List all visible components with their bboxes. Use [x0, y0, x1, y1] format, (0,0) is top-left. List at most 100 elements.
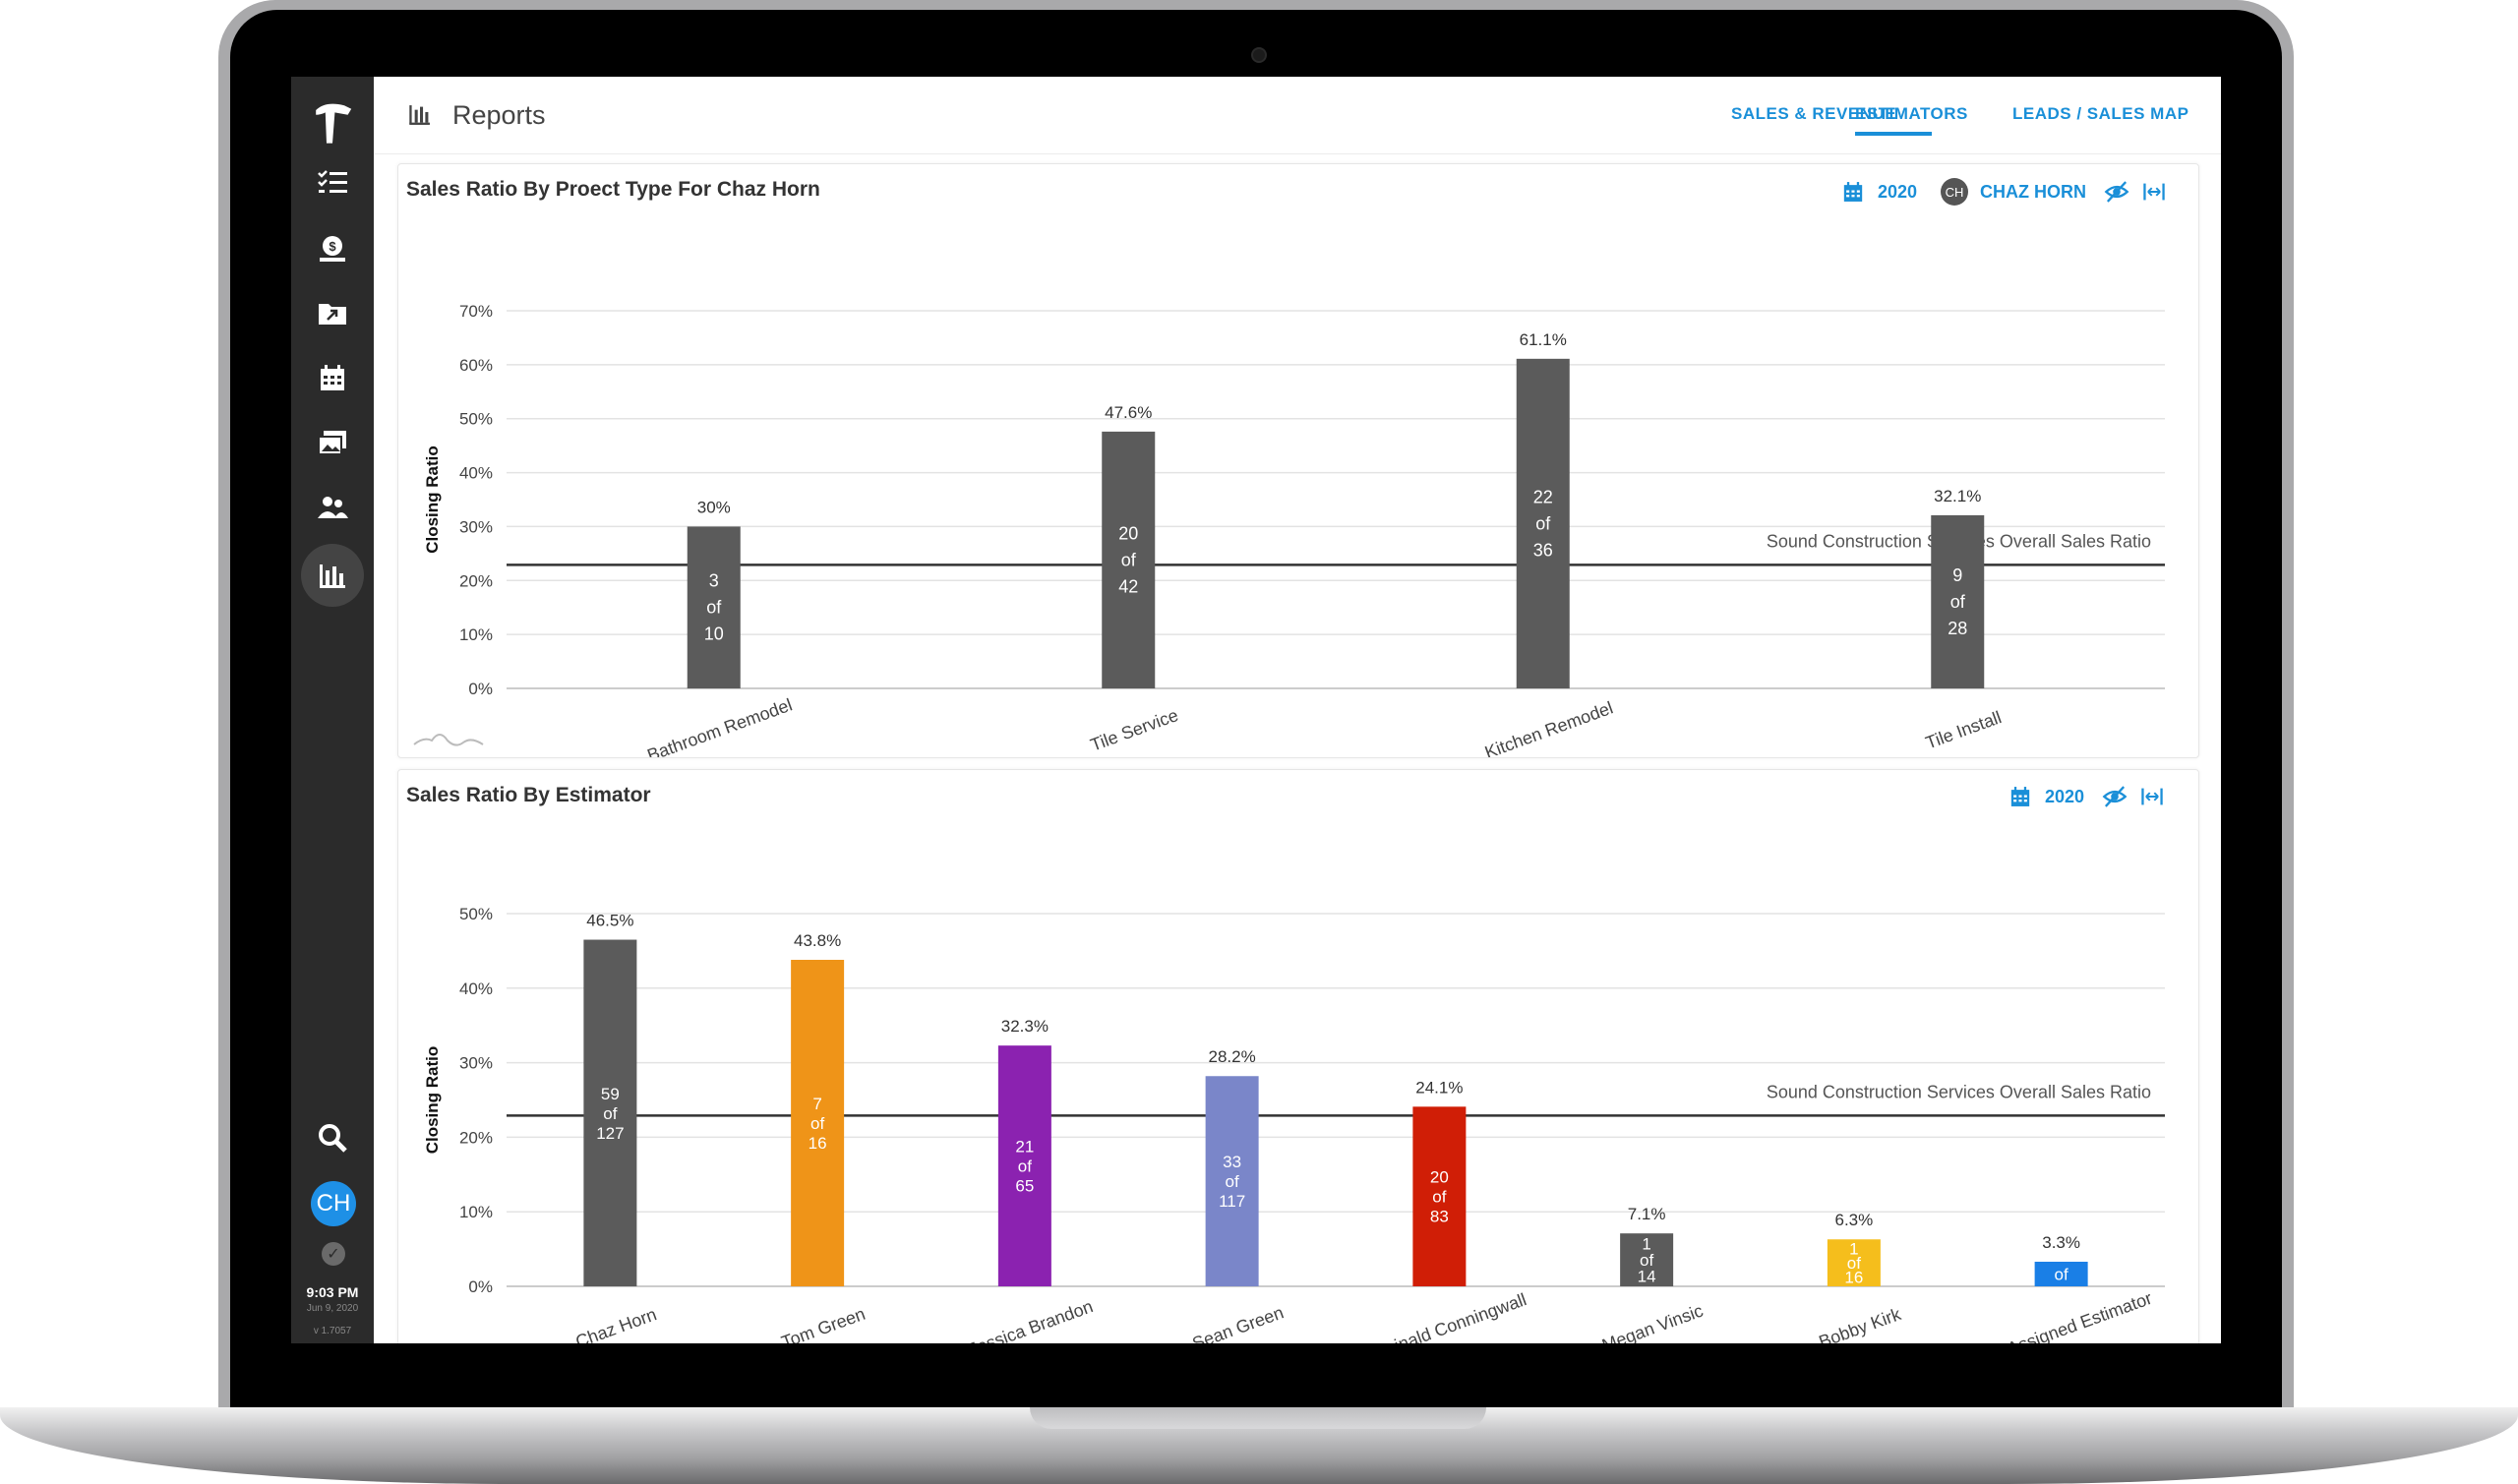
- x-tick-label: Reginald Conningwall: [1361, 1289, 1529, 1343]
- bar-value-label: 3.3%: [2042, 1233, 2080, 1252]
- bar-count-label: 59: [601, 1085, 620, 1103]
- hide-eye-icon[interactable]: [2104, 179, 2129, 205]
- bar-value-label: 61.1%: [1520, 330, 1567, 349]
- check-icon: ✓: [322, 1242, 345, 1266]
- y-tick-label: 10%: [459, 625, 493, 644]
- clock-date: Jun 9, 2020: [306, 1303, 359, 1314]
- bar-value-label: 32.3%: [1001, 1017, 1049, 1036]
- calendar-icon[interactable]: [291, 354, 374, 401]
- reference-line-label: Sound Construction Services Overall Sale…: [1767, 1082, 2151, 1101]
- bar-value-label: 24.1%: [1415, 1078, 1463, 1097]
- avatar[interactable]: CH: [311, 1181, 356, 1226]
- bar: [997, 1045, 1051, 1286]
- estimator-selector[interactable]: CHAZ HORN: [1980, 181, 2087, 202]
- bar-count-label: 7: [812, 1095, 821, 1113]
- bar-count-label: of: [2055, 1265, 2068, 1283]
- laptop-notch: [1030, 1407, 1486, 1429]
- bar-value-label: 28.2%: [1209, 1047, 1256, 1066]
- page-title: Reports: [452, 100, 546, 130]
- people-icon[interactable]: [291, 484, 374, 531]
- mini-chart-icon: [413, 734, 484, 746]
- bar-count-label: 14: [1638, 1268, 1656, 1286]
- bar-count-label: 36: [1533, 540, 1553, 560]
- panel-title: Sales Ratio By Proect Type For Chaz Horn: [406, 178, 820, 201]
- x-tick-label: Tile Install: [1923, 707, 2004, 752]
- bar-count-label: of: [706, 598, 722, 618]
- bar-count-label: 20: [1118, 523, 1138, 543]
- bar-count-label: 9: [1952, 565, 1962, 585]
- bar-chart-estimator: 0% 10% 20% 30% 40% 50% Closing Ratio Sound Cons…: [423, 905, 2165, 1343]
- hide-eye-icon[interactable]: [2102, 784, 2128, 809]
- tab-sales-revenue[interactable]: SALES & REVENUE: [1731, 104, 1897, 123]
- bar-count-label: 65: [1015, 1177, 1034, 1196]
- search-icon[interactable]: [291, 1114, 374, 1161]
- bar-count-label: 16: [1844, 1269, 1863, 1287]
- bar-count-label: 1: [1849, 1240, 1858, 1259]
- task-list-icon[interactable]: [291, 159, 374, 207]
- y-tick-label: 0%: [468, 1277, 493, 1296]
- bar: [1412, 1106, 1467, 1286]
- bar-count-label: 42: [1118, 576, 1138, 596]
- expand-width-icon[interactable]: [2141, 179, 2167, 205]
- bar-count-label: 117: [1219, 1192, 1245, 1211]
- x-tick-label: Megan Vinsic: [1599, 1301, 1706, 1343]
- expand-width-icon[interactable]: [2139, 784, 2165, 809]
- top-header: Reports SALES & REVENUE ESTIMATORS LEADS…: [374, 77, 2221, 154]
- bar-count-label: 1: [1642, 1234, 1650, 1253]
- calendar-icon[interactable]: [2008, 784, 2033, 809]
- reports-icon[interactable]: [291, 552, 374, 599]
- version-label: v 1.7057: [313, 1326, 352, 1336]
- bar-count-label: 16: [809, 1134, 827, 1153]
- y-tick-label: 70%: [459, 302, 493, 321]
- bar-value-label: 47.6%: [1105, 403, 1152, 422]
- panel-title: Sales Ratio By Estimator: [406, 784, 651, 806]
- bar: [1931, 514, 1985, 688]
- hammer-logo-icon[interactable]: [291, 92, 374, 151]
- sidebar: $ CH ✓ 9:03 PM Jun 9, 2020 v 1.7057: [291, 77, 374, 1343]
- bar-count-label: 20: [1430, 1168, 1449, 1187]
- bar-count-label: of: [1847, 1254, 1861, 1273]
- x-tick-label: Tom Green: [779, 1304, 869, 1343]
- tab-leads-sales-map[interactable]: LEADS / SALES MAP: [2012, 104, 2189, 123]
- bar: [1620, 1233, 1674, 1286]
- bar: [2034, 1261, 2088, 1286]
- y-axis-label: Closing Ratio: [423, 1046, 442, 1155]
- tab-estimators[interactable]: ESTIMATORS: [1855, 104, 1968, 123]
- calendar-icon[interactable]: [1840, 179, 1866, 205]
- x-tick-label: Chaz Horn: [572, 1304, 659, 1343]
- bar-count-label: 83: [1430, 1208, 1449, 1226]
- bar-count-label: 3: [709, 571, 719, 591]
- y-axis-label: Closing Ratio: [423, 445, 442, 554]
- x-tick-label: Kitchen Remodel: [1482, 698, 1616, 757]
- bar-count-label: 22: [1533, 487, 1553, 506]
- y-tick-label: 60%: [459, 356, 493, 375]
- year-selector[interactable]: 2020: [1878, 181, 1918, 202]
- x-tick-label: Bathroom Remodel: [644, 694, 795, 757]
- photos-icon[interactable]: [291, 419, 374, 466]
- bar-count-label: of: [1640, 1251, 1653, 1270]
- y-tick-label: 30%: [459, 1054, 493, 1073]
- chart-panel-estimator: Sales Ratio By Estimator 2020 0% 10% 20% 30…: [397, 769, 2199, 1343]
- y-tick-label: 0%: [468, 680, 493, 698]
- folder-arrow-icon[interactable]: [291, 289, 374, 336]
- year-selector[interactable]: 2020: [2045, 786, 2085, 806]
- bar-count-label: of: [810, 1114, 824, 1133]
- y-tick-label: 40%: [459, 979, 493, 998]
- x-tick-label: Bobby Kirk: [1817, 1304, 1905, 1343]
- svg-text:$: $: [329, 239, 336, 254]
- bar-value-label: 6.3%: [1835, 1211, 1874, 1229]
- bar-value-label: 46.5%: [586, 912, 633, 930]
- y-tick-label: 40%: [459, 464, 493, 483]
- bar-count-label: 33: [1223, 1153, 1241, 1171]
- money-bag-icon[interactable]: $: [291, 224, 374, 271]
- bar-count-label: of: [1950, 592, 1966, 612]
- clock-time: 9:03 PM: [306, 1284, 359, 1300]
- bar-count-label: of: [1432, 1188, 1446, 1207]
- bar: [1102, 431, 1156, 688]
- bar-count-label: of: [1121, 550, 1137, 569]
- bar-count-label: of: [1018, 1158, 1032, 1176]
- x-tick-label: Sean Green: [1190, 1302, 1287, 1343]
- bar-count-label: of: [603, 1104, 617, 1123]
- bar-count-label: 21: [1015, 1138, 1034, 1157]
- bar-value-label: 32.1%: [1934, 487, 1981, 505]
